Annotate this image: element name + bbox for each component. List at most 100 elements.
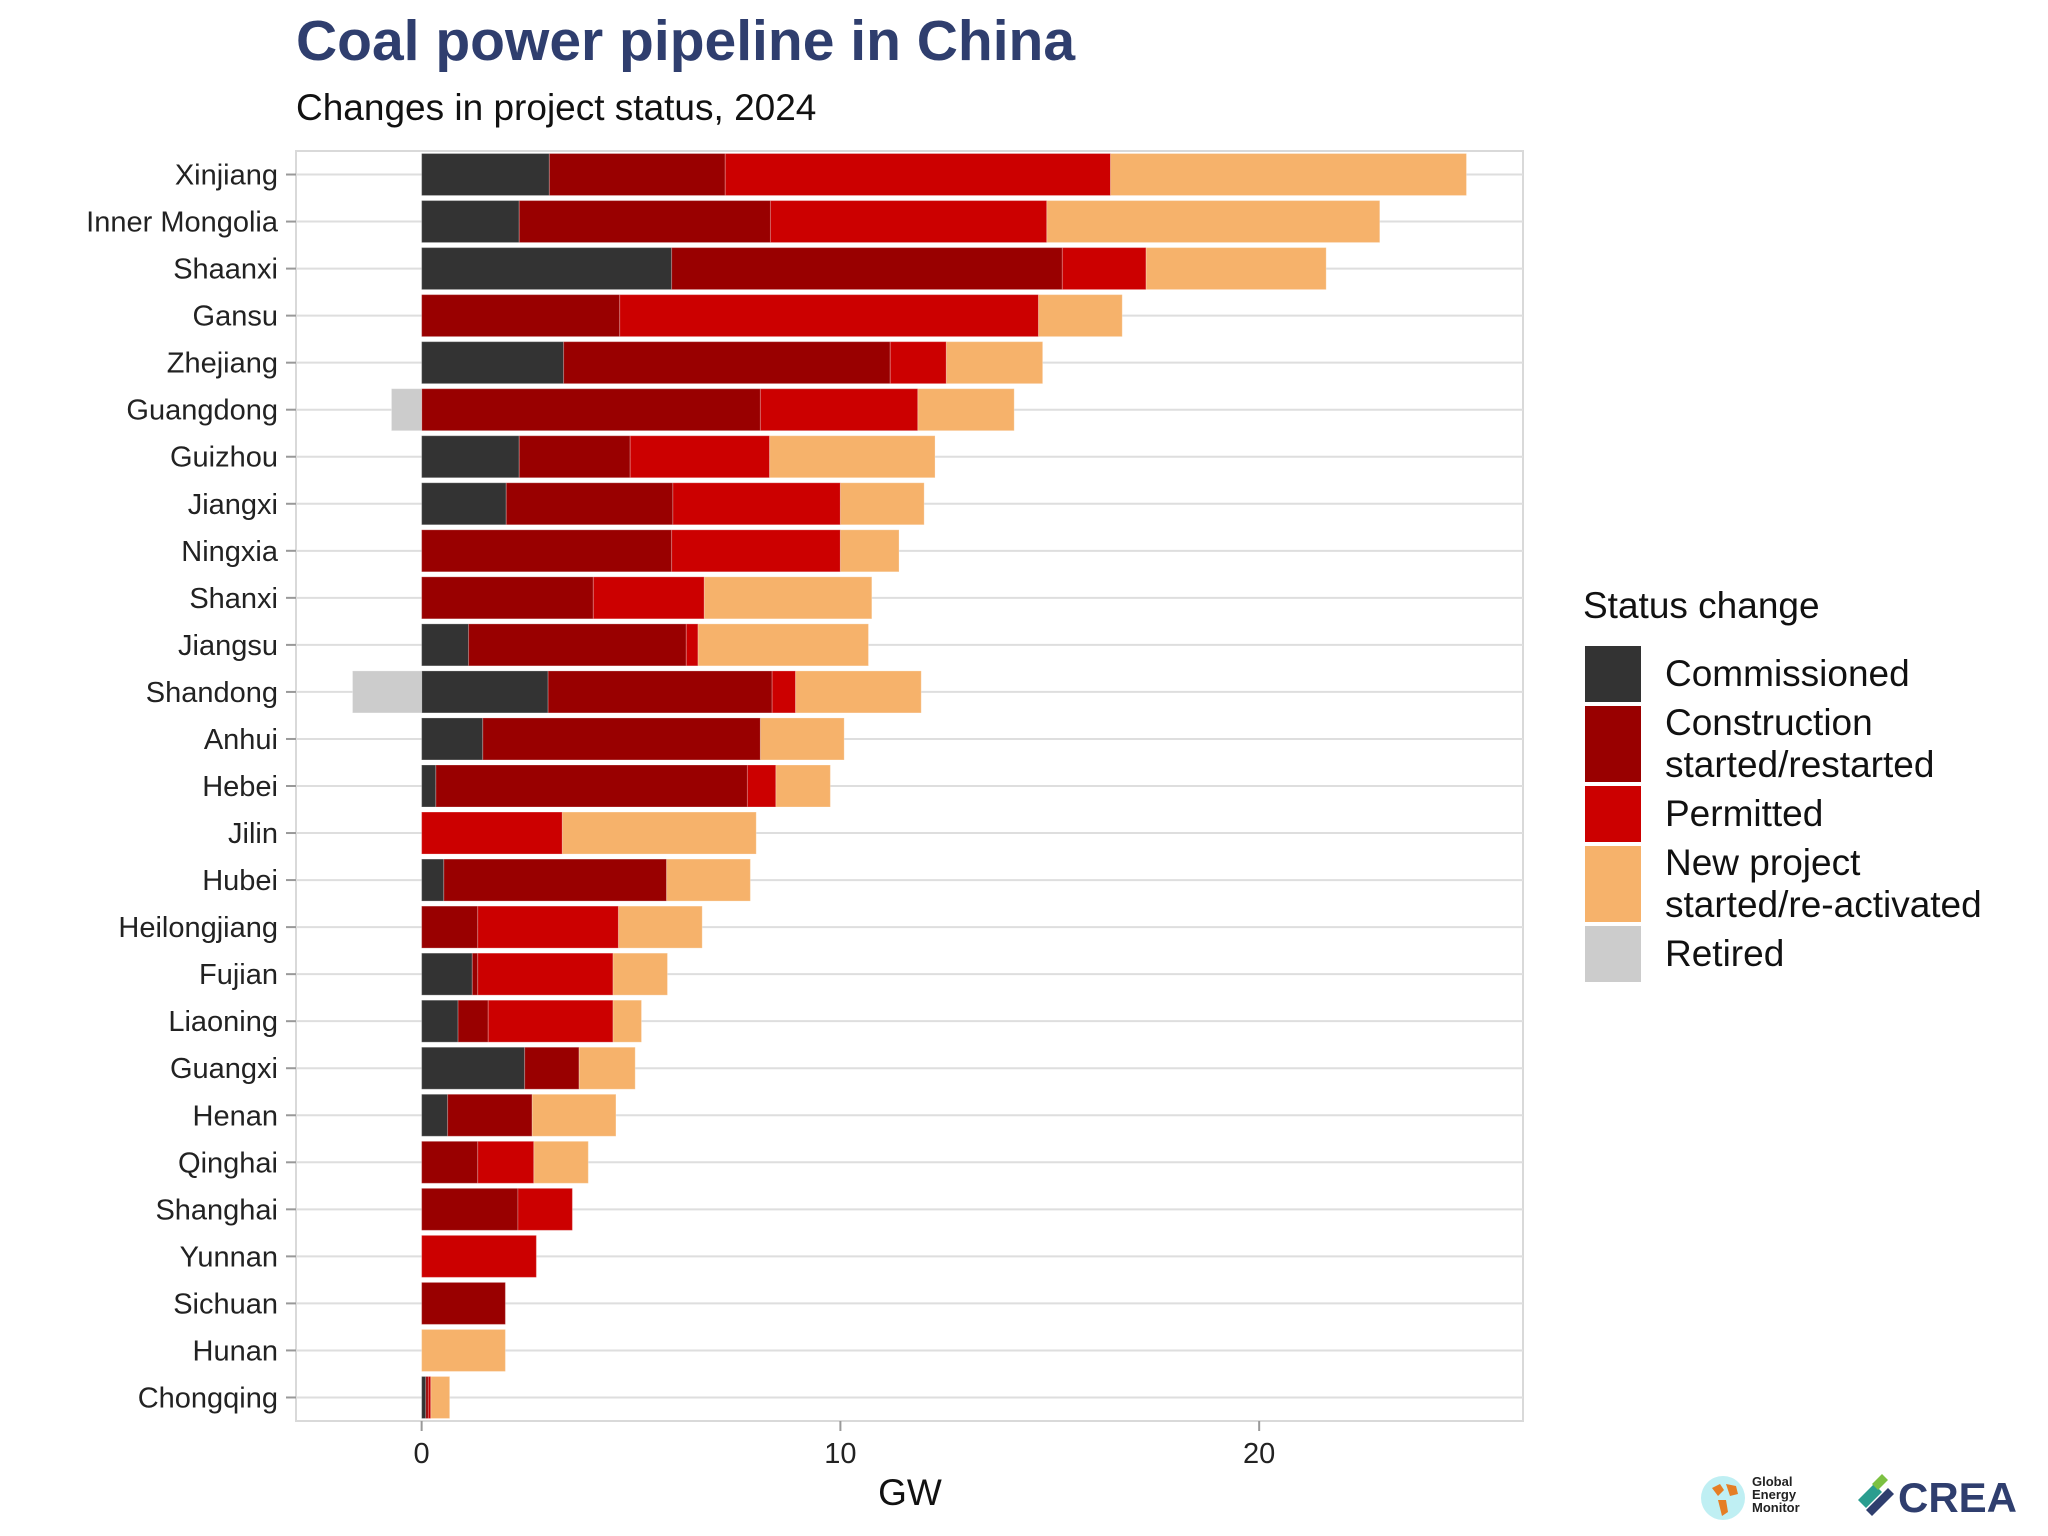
bar-permitted	[517, 1187, 573, 1231]
bar-new-project-started-re-activated	[697, 623, 869, 667]
bar-permitted	[889, 341, 947, 385]
bar-construction-started-restarted	[471, 952, 479, 996]
bar-construction-started-restarted	[548, 153, 726, 197]
bar-permitted	[724, 153, 1112, 197]
legend-label: Permitted	[1665, 793, 1823, 834]
bar-new-project-started-re-activated	[775, 764, 831, 808]
y-tick-label: Fujian	[199, 959, 278, 991]
y-tick-label: Liaoning	[168, 1006, 278, 1038]
bar-construction-started-restarted	[443, 858, 668, 902]
bar-new-project-started-re-activated	[612, 952, 668, 996]
bar-permitted	[769, 200, 1048, 244]
crea-logo: CREA	[1858, 1474, 2017, 1521]
legend-label: started/re-activated	[1665, 884, 1982, 925]
gem-logo-text: Global	[1752, 1474, 1792, 1489]
bar-construction-started-restarted	[421, 1281, 506, 1325]
legend-title: Status change	[1583, 585, 1820, 626]
bar-commissioned	[421, 670, 549, 714]
bar-new-project-started-re-activated	[561, 811, 757, 855]
x-tick-label: 10	[824, 1438, 856, 1470]
y-tick-label: Jiangsu	[178, 630, 278, 662]
bar-construction-started-restarted	[435, 764, 748, 808]
legend-label: Retired	[1665, 933, 1784, 974]
y-tick-label: Hubei	[202, 865, 278, 897]
bar-permitted	[629, 435, 771, 479]
bar-new-project-started-re-activated	[1145, 247, 1327, 291]
bar-commissioned	[421, 717, 484, 761]
bar-new-project-started-re-activated	[612, 999, 642, 1043]
bar-commissioned	[421, 482, 507, 526]
y-tick-label: Sichuan	[173, 1288, 278, 1320]
crea-mark-stripe	[1866, 1488, 1894, 1516]
y-tick-label: Qinghai	[178, 1147, 278, 1179]
crea-logo-text: CREA	[1898, 1474, 2017, 1521]
bar-permitted	[421, 1234, 537, 1278]
bar-commissioned	[421, 623, 470, 667]
y-axis-labels: Xinjiang Inner Mongolia Shaanxi Gansu Zhejia…	[86, 160, 296, 1414]
bar-new-project-started-re-activated	[1110, 153, 1467, 197]
y-tick-label: Shandong	[146, 677, 278, 709]
bar-commissioned	[421, 999, 459, 1043]
y-tick-label: Guangxi	[170, 1053, 278, 1085]
y-tick-label: Henan	[193, 1100, 278, 1132]
bar-commissioned	[421, 1093, 449, 1137]
bar-new-project-started-re-activated	[421, 1328, 506, 1372]
chart-subtitle: Changes in project status, 2024	[296, 87, 816, 128]
bar-new-project-started-re-activated	[578, 1046, 636, 1090]
legend-swatch	[1585, 846, 1641, 922]
bar-commissioned	[421, 858, 445, 902]
bar-new-project-started-re-activated	[430, 1375, 451, 1419]
bar-permitted	[592, 576, 705, 620]
y-tick-label: Shanghai	[155, 1194, 278, 1226]
bar-permitted	[477, 952, 614, 996]
bar-construction-started-restarted	[518, 200, 771, 244]
x-tick-label: 0	[414, 1438, 430, 1470]
bar-permitted	[477, 1140, 535, 1184]
bar-construction-started-restarted	[421, 576, 594, 620]
legend-label: Construction	[1665, 702, 1873, 743]
y-tick-label: Gansu	[193, 301, 278, 333]
gem-logo: Global Energy Monitor	[1701, 1474, 1800, 1520]
bar-new-project-started-re-activated	[769, 435, 936, 479]
bar-retired	[390, 388, 423, 432]
gem-logo-text: Monitor	[1752, 1500, 1800, 1515]
bar-permitted	[759, 388, 919, 432]
y-tick-label: Jilin	[228, 818, 278, 850]
bar-permitted	[487, 999, 614, 1043]
bar-construction-started-restarted	[421, 294, 621, 338]
bar-permitted	[619, 294, 1039, 338]
x-axis-label: GW	[878, 1472, 942, 1513]
bar-permitted	[685, 623, 699, 667]
bar-new-project-started-re-activated	[839, 482, 925, 526]
y-tick-label: Hebei	[202, 771, 278, 803]
bar-permitted	[477, 905, 619, 949]
y-tick-label: Ningxia	[181, 536, 279, 568]
crea-mark-stripe	[1872, 1474, 1888, 1490]
crea-mark-icon	[1858, 1484, 1882, 1508]
bar-construction-started-restarted	[421, 905, 479, 949]
bar-commissioned	[421, 1046, 526, 1090]
x-tick-label: 20	[1243, 1438, 1275, 1470]
bar-construction-started-restarted	[421, 529, 673, 573]
bar-new-project-started-re-activated	[531, 1093, 617, 1137]
bar-construction-started-restarted	[421, 388, 761, 432]
legend-swatch	[1585, 786, 1641, 842]
bar-new-project-started-re-activated	[917, 388, 1015, 432]
y-tick-label: Shaanxi	[173, 254, 278, 286]
bar-commissioned	[421, 435, 520, 479]
bars	[352, 153, 1467, 1419]
bar-construction-started-restarted	[447, 1093, 533, 1137]
legend: Commissioned Constructionstarted/restarte…	[1585, 646, 1982, 982]
bar-construction-started-restarted	[421, 1140, 479, 1184]
bar-construction-started-restarted	[421, 1187, 519, 1231]
legend-swatch	[1585, 926, 1641, 982]
bar-permitted	[746, 764, 777, 808]
y-tick-label: Jiangxi	[188, 489, 278, 521]
bar-commissioned	[421, 952, 473, 996]
bar-new-project-started-re-activated	[1046, 200, 1381, 244]
bar-new-project-started-re-activated	[839, 529, 900, 573]
bar-construction-started-restarted	[468, 623, 687, 667]
bar-new-project-started-re-activated	[703, 576, 873, 620]
bar-commissioned	[421, 153, 550, 197]
